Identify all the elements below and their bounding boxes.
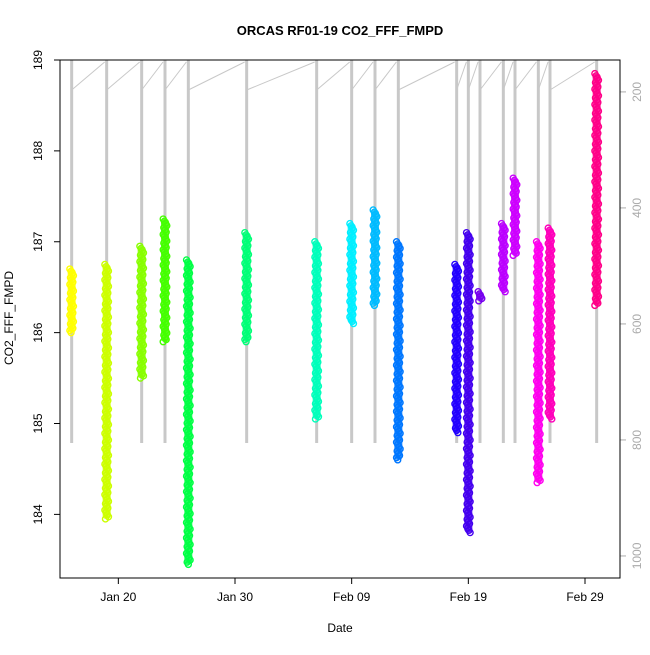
y-tick-label: 185 [31, 413, 45, 433]
data-column [452, 264, 461, 433]
series-points [159, 215, 171, 346]
pressure-trace-link [502, 61, 514, 91]
pressure-trace-link [456, 61, 467, 91]
data-column [371, 209, 379, 306]
pressure-trace-link [479, 61, 502, 91]
data-column [67, 269, 76, 333]
data-column [511, 178, 519, 256]
data-column [394, 241, 403, 460]
x-tick-label: Feb 29 [566, 590, 604, 604]
series-points [369, 206, 381, 310]
y-tick-label: 189 [31, 50, 45, 70]
data-column [137, 246, 146, 379]
pressure-trace-link [351, 61, 374, 91]
series-points [101, 260, 113, 523]
series-points [474, 288, 486, 305]
pressure-trace-link [141, 61, 164, 91]
pressure-trace-link [164, 61, 187, 91]
plot-frame [59, 59, 621, 579]
series-points [532, 238, 544, 487]
series-points [462, 228, 474, 537]
data-column [476, 291, 484, 301]
pressure-trace-link [316, 61, 350, 91]
data-column [464, 232, 473, 533]
series-points [346, 219, 358, 328]
y2-tick-label: 400 [630, 198, 644, 218]
data-column [184, 259, 193, 565]
x-tick-label: Feb 09 [333, 590, 371, 604]
y-tick-label: 187 [31, 231, 45, 251]
data-column [347, 223, 356, 324]
data-column [242, 232, 251, 342]
series-points [182, 256, 194, 569]
pressure-trace-link [71, 61, 105, 91]
pressure-trace-link [514, 61, 537, 91]
series-points [66, 265, 78, 337]
data-column [102, 264, 111, 519]
series-points [392, 238, 404, 464]
series-points [241, 228, 253, 346]
pressure-trace-link [106, 61, 140, 91]
y-axis-label: CO2_FFF_FMPD [2, 271, 16, 365]
series-points [509, 174, 521, 260]
axes: Jan 20 Jan 30 Feb 09 Feb 19 Feb 29 184 185 186 1… [31, 50, 644, 604]
data-column [546, 228, 554, 419]
x-tick-label: Jan 20 [100, 590, 136, 604]
y2-tick-label: 800 [630, 430, 644, 450]
data-column [534, 241, 543, 483]
pressure-trace-link [537, 61, 549, 91]
data-column [312, 241, 321, 419]
x-tick-label: Jan 30 [217, 590, 253, 604]
series-points [591, 69, 603, 310]
y-tick-label: 186 [31, 322, 45, 342]
series-points [497, 219, 509, 296]
series-points [136, 242, 148, 382]
pressure-trace-link [188, 61, 245, 91]
y-tick-label: 188 [31, 141, 45, 161]
x-axis-label: Date [327, 621, 353, 635]
data-column [499, 223, 508, 292]
series-points [544, 224, 556, 423]
series-points [451, 260, 463, 437]
chart-title: ORCAS RF01-19 CO2_FFF_FMPD [237, 23, 444, 38]
y-tick-label: 184 [31, 504, 45, 524]
pressure-trace-link [549, 61, 595, 91]
data-column [592, 73, 601, 306]
y2-tick-label: 600 [630, 314, 644, 334]
pressure-trace-link [246, 61, 315, 91]
y2-tick-label: 1000 [630, 542, 644, 569]
data-column [161, 219, 169, 342]
data-marks [66, 69, 603, 569]
pressure-trace-link [398, 61, 455, 91]
pressure-trace-link [467, 61, 479, 91]
x-tick-label: Feb 19 [450, 590, 488, 604]
series-points [311, 238, 323, 423]
y2-tick-label: 200 [630, 82, 644, 102]
pressure-trace-link [374, 61, 397, 91]
